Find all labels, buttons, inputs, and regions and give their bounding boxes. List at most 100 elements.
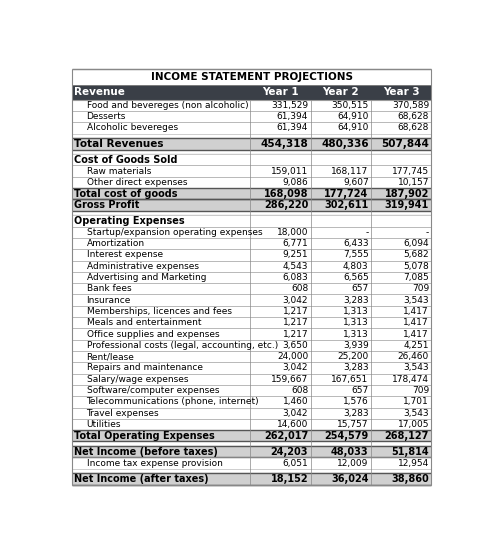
Text: 1,417: 1,417 <box>404 329 429 339</box>
Text: Software/computer expenses: Software/computer expenses <box>86 386 219 395</box>
Text: 4,251: 4,251 <box>404 341 429 350</box>
Text: 9,086: 9,086 <box>282 178 308 187</box>
Bar <box>72 362 432 374</box>
Text: INCOME STATEMENT PROJECTIONS: INCOME STATEMENT PROJECTIONS <box>150 72 352 82</box>
Text: 18,152: 18,152 <box>270 474 308 484</box>
Bar <box>72 138 432 150</box>
Text: 657: 657 <box>352 284 368 293</box>
Text: 177,724: 177,724 <box>324 189 368 199</box>
Text: Total Operating Expenses: Total Operating Expenses <box>74 431 215 441</box>
Text: Advertising and Marketing: Advertising and Marketing <box>86 273 206 282</box>
Text: 6,771: 6,771 <box>282 239 308 248</box>
Text: Memberships, licences and fees: Memberships, licences and fees <box>86 307 232 316</box>
Text: 7,085: 7,085 <box>404 273 429 282</box>
Bar <box>72 396 432 408</box>
Bar <box>72 473 432 484</box>
Text: 61,394: 61,394 <box>277 112 308 121</box>
Text: 1,417: 1,417 <box>404 318 429 327</box>
Text: 1,217: 1,217 <box>282 307 308 316</box>
Text: 657: 657 <box>352 386 368 395</box>
Text: 10,157: 10,157 <box>398 178 429 187</box>
Text: 3,543: 3,543 <box>404 295 429 305</box>
Text: Year 1: Year 1 <box>262 88 298 98</box>
Bar <box>72 210 432 215</box>
Text: Bank fees: Bank fees <box>86 284 131 293</box>
Text: Year 3: Year 3 <box>383 88 420 98</box>
Text: 3,543: 3,543 <box>404 409 429 418</box>
Text: 480,336: 480,336 <box>321 139 368 149</box>
Text: 6,083: 6,083 <box>282 273 308 282</box>
Bar <box>72 430 432 442</box>
Bar <box>72 306 432 317</box>
Text: 177,745: 177,745 <box>392 167 429 175</box>
Text: 159,011: 159,011 <box>271 167 308 175</box>
Text: 178,474: 178,474 <box>392 375 429 384</box>
Text: 12,009: 12,009 <box>337 459 368 467</box>
Text: 15,757: 15,757 <box>337 420 368 429</box>
Text: 370,589: 370,589 <box>392 101 429 110</box>
Bar <box>72 188 432 199</box>
Bar <box>72 134 432 138</box>
Bar <box>72 227 432 238</box>
Text: Total Revenues: Total Revenues <box>74 139 164 149</box>
Text: 1,217: 1,217 <box>282 318 308 327</box>
Text: 3,939: 3,939 <box>343 341 368 350</box>
Text: -: - <box>366 228 368 237</box>
Text: Administrative expenses: Administrative expenses <box>86 262 198 271</box>
Text: Desserts: Desserts <box>86 112 126 121</box>
Bar <box>72 385 432 396</box>
Text: 1,576: 1,576 <box>343 397 368 407</box>
Text: 61,394: 61,394 <box>277 123 308 133</box>
Text: Interest expense: Interest expense <box>86 250 162 259</box>
Text: 25,200: 25,200 <box>338 352 368 361</box>
Text: Other direct expenses: Other direct expenses <box>86 178 187 187</box>
Text: 3,042: 3,042 <box>282 409 308 418</box>
Text: Gross Profit: Gross Profit <box>74 200 140 210</box>
Bar <box>72 328 432 340</box>
Bar <box>72 238 432 249</box>
Text: 26,460: 26,460 <box>398 352 429 361</box>
Text: 3,042: 3,042 <box>282 363 308 373</box>
Text: Travel expenses: Travel expenses <box>86 409 159 418</box>
Text: 3,543: 3,543 <box>404 363 429 373</box>
Bar <box>72 154 432 165</box>
Bar <box>72 283 432 294</box>
Bar <box>72 85 432 100</box>
Text: 159,667: 159,667 <box>271 375 308 384</box>
Text: 18,000: 18,000 <box>276 228 308 237</box>
Bar <box>72 317 432 328</box>
Text: Operating Expenses: Operating Expenses <box>74 216 185 226</box>
Bar <box>72 374 432 385</box>
Text: 1,313: 1,313 <box>343 329 368 339</box>
Text: Salary/wage expenses: Salary/wage expenses <box>86 375 188 384</box>
Text: Raw materials: Raw materials <box>86 167 151 175</box>
Bar <box>72 260 432 272</box>
Text: 5,682: 5,682 <box>404 250 429 259</box>
Text: 254,579: 254,579 <box>324 431 368 441</box>
Text: 187,902: 187,902 <box>384 189 429 199</box>
Text: Income tax expense provision: Income tax expense provision <box>86 459 222 467</box>
Text: 1,701: 1,701 <box>404 397 429 407</box>
Text: 5,078: 5,078 <box>404 262 429 271</box>
Text: Cost of Goods Sold: Cost of Goods Sold <box>74 155 178 165</box>
Bar <box>72 122 432 134</box>
Text: 17,005: 17,005 <box>398 420 429 429</box>
Text: 1,313: 1,313 <box>343 307 368 316</box>
Text: 68,628: 68,628 <box>398 112 429 121</box>
Text: 302,611: 302,611 <box>324 200 368 210</box>
Text: 168,098: 168,098 <box>264 189 308 199</box>
Text: 4,543: 4,543 <box>282 262 308 271</box>
Bar <box>72 442 432 446</box>
Bar <box>72 458 432 469</box>
Text: Insurance: Insurance <box>86 295 131 305</box>
Text: 6,565: 6,565 <box>343 273 368 282</box>
Text: 3,650: 3,650 <box>282 341 308 350</box>
Text: Rent/lease: Rent/lease <box>86 352 134 361</box>
Bar <box>72 177 432 188</box>
Text: 3,042: 3,042 <box>282 295 308 305</box>
Text: 3,283: 3,283 <box>343 363 368 373</box>
Text: Net Income (before taxes): Net Income (before taxes) <box>74 447 218 456</box>
Text: Total cost of goods: Total cost of goods <box>74 189 178 199</box>
Text: 286,220: 286,220 <box>264 200 308 210</box>
Text: 3,283: 3,283 <box>343 409 368 418</box>
